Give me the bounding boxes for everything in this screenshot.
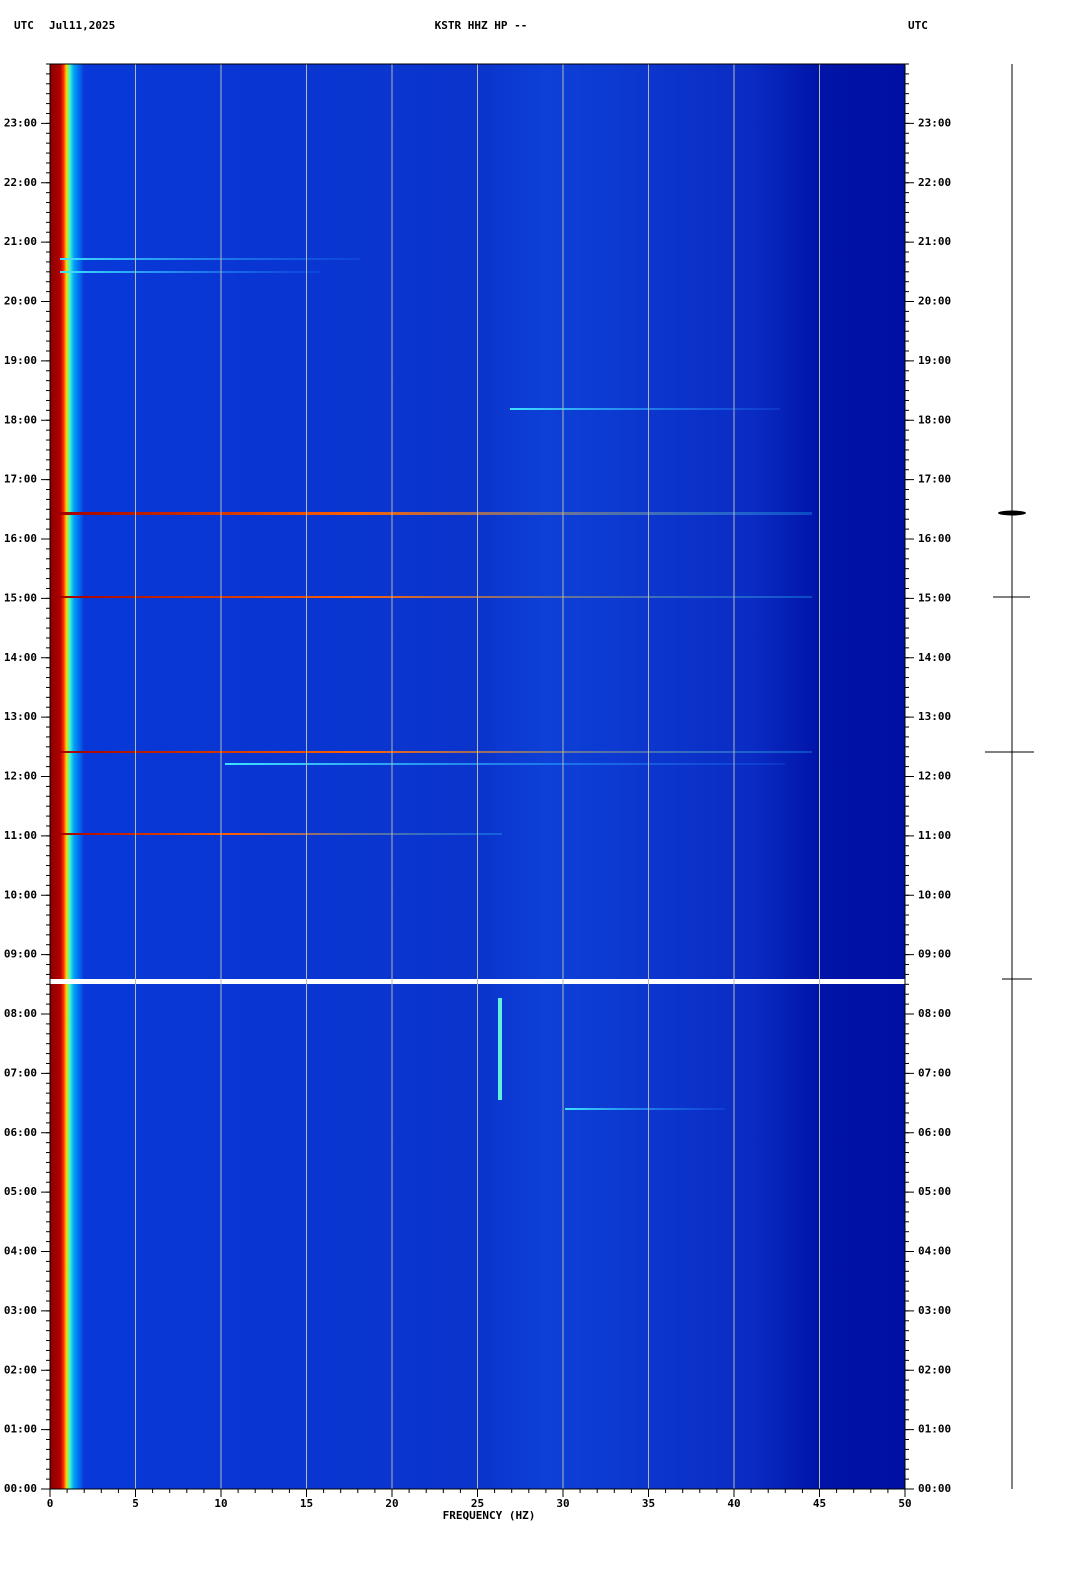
- timezone-right: UTC: [908, 19, 928, 32]
- x-tick-label: 35: [642, 1497, 655, 1510]
- x-tick-label: 45: [813, 1497, 826, 1510]
- y-tick-label-right: 13:00: [918, 710, 951, 723]
- y-tick-label: 07:00: [4, 1066, 37, 1079]
- streak: [60, 258, 360, 260]
- x-tick-label: 25: [471, 1497, 484, 1510]
- y-tick-label: 11:00: [4, 829, 37, 842]
- y-tick-label: 15:00: [4, 591, 37, 604]
- timezone-left: UTC: [14, 19, 34, 32]
- y-tick-label-right: 08:00: [918, 1007, 951, 1020]
- y-tick-label: 18:00: [4, 413, 37, 426]
- y-tick-label: 13:00: [4, 710, 37, 723]
- trace-event: [998, 510, 1026, 516]
- y-tick-label-right: 09:00: [918, 948, 951, 961]
- y-tick-label: 03:00: [4, 1304, 37, 1317]
- y-tick-label: 00:00: [4, 1482, 37, 1495]
- y-tick-label-right: 01:00: [918, 1423, 951, 1436]
- plot-frame: [49, 63, 906, 1490]
- streak: [52, 751, 812, 753]
- y-tick-label-right: 22:00: [918, 176, 951, 189]
- y-tick-label: 02:00: [4, 1363, 37, 1376]
- y-tick-label: 01:00: [4, 1423, 37, 1436]
- y-tick-label: 05:00: [4, 1185, 37, 1198]
- y-tick-label: 06:00: [4, 1126, 37, 1139]
- y-tick-label-right: 21:00: [918, 235, 951, 248]
- y-tick-label: 19:00: [4, 354, 37, 367]
- streak: [60, 271, 320, 273]
- x-tick-label: 20: [385, 1497, 398, 1510]
- y-tick-label: 09:00: [4, 948, 37, 961]
- y-tick-label-right: 23:00: [918, 116, 951, 129]
- y-tick-label: 04:00: [4, 1245, 37, 1258]
- y-tick-label: 22:00: [4, 176, 37, 189]
- y-tick-label: 20:00: [4, 295, 37, 308]
- streak: [498, 998, 502, 1100]
- streak: [565, 1108, 725, 1110]
- x-tick-label: 30: [556, 1497, 569, 1510]
- x-tick-label: 10: [214, 1497, 227, 1510]
- streak: [225, 763, 785, 765]
- y-tick-label-right: 12:00: [918, 770, 951, 783]
- x-tick-label: 40: [727, 1497, 740, 1510]
- y-tick-label-right: 03:00: [918, 1304, 951, 1317]
- x-tick-label: 15: [300, 1497, 313, 1510]
- streak: [510, 408, 780, 410]
- y-tick-label: 21:00: [4, 235, 37, 248]
- date: Jul11,2025: [49, 19, 115, 32]
- spectral-streaks: [52, 258, 812, 1110]
- y-tick-label-right: 06:00: [918, 1126, 951, 1139]
- y-tick-label-right: 17:00: [918, 473, 951, 486]
- y-tick-label-right: 16:00: [918, 532, 951, 545]
- chart-title: KSTR HHZ HP --: [435, 19, 528, 32]
- y-tick-label: 16:00: [4, 532, 37, 545]
- y-tick-label: 10:00: [4, 888, 37, 901]
- x-tick-label: 0: [47, 1497, 54, 1510]
- y-tick-label-right: 02:00: [918, 1363, 951, 1376]
- x-tick-label: 50: [898, 1497, 911, 1510]
- x-axis-label: FREQUENCY (HZ): [443, 1509, 536, 1522]
- streak: [52, 512, 812, 515]
- y-tick-label-right: 20:00: [918, 295, 951, 308]
- y-tick-label-right: 19:00: [918, 354, 951, 367]
- y-tick-label: 14:00: [4, 651, 37, 664]
- y-tick-label-right: 14:00: [918, 651, 951, 664]
- y-tick-label-right: 00:00: [918, 1482, 951, 1495]
- y-tick-label: 17:00: [4, 473, 37, 486]
- y-tick-label-right: 15:00: [918, 591, 951, 604]
- y-tick-label-right: 07:00: [918, 1066, 951, 1079]
- y-tick-label-right: 04:00: [918, 1245, 951, 1258]
- y-tick-label-right: 10:00: [918, 888, 951, 901]
- y-tick-label: 12:00: [4, 770, 37, 783]
- trace-panel: [985, 64, 1034, 1489]
- y-tick-label-right: 18:00: [918, 413, 951, 426]
- streak: [52, 833, 502, 835]
- y-tick-label: 08:00: [4, 1007, 37, 1020]
- y-tick-label-right: 11:00: [918, 829, 951, 842]
- y-tick-label: 23:00: [4, 116, 37, 129]
- x-tick-label: 5: [132, 1497, 139, 1510]
- y-tick-label-right: 05:00: [918, 1185, 951, 1198]
- streak: [52, 596, 812, 598]
